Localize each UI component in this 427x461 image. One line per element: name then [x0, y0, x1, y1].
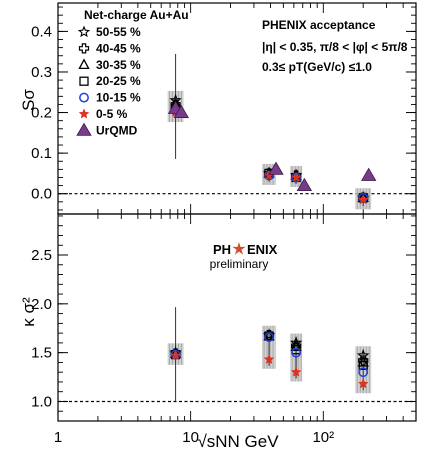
y-tick-label: 2.0 — [31, 296, 52, 313]
y-tick-label: 1.0 — [31, 393, 52, 410]
marker-10-15- — [291, 347, 302, 358]
top-y-axis-label: Sσ — [19, 89, 38, 111]
marker-20-25- — [358, 360, 368, 370]
marker-10-15- — [358, 367, 369, 378]
top-panel: 0.0 0.1 0.2 0.3 0.4 Net-charge Au+Au 50-55 % 40… — [31, 2, 417, 215]
marker-urqmd — [361, 167, 377, 181]
legend-label: 10-15 % — [96, 91, 141, 105]
legend-marker — [76, 122, 92, 136]
y-tick-label: 1.5 — [31, 345, 52, 362]
marker-0-5- — [170, 349, 181, 361]
legend-marker — [78, 43, 90, 54]
legend-label: 50-55 % — [96, 25, 141, 39]
marker-20-25- — [291, 345, 301, 355]
acceptance-title: PHENIX acceptance — [262, 18, 376, 32]
legend-label: UrQMD — [96, 123, 138, 137]
marker-urqmd — [268, 161, 284, 175]
marker-0-5- — [357, 194, 369, 205]
legend-marker — [77, 25, 91, 38]
y-tick-label: 2.5 — [31, 247, 52, 264]
bottom-y-axis-label: κ σ² — [19, 297, 38, 327]
logo-star-icon — [232, 242, 246, 255]
legend-label: 30-35 % — [96, 58, 141, 72]
acceptance-cuts: |η| < 0.35, π/8 < |φ| < 5π/8 — [262, 40, 408, 54]
logo-right: ENIX — [247, 242, 278, 257]
x-tick-label: 1 — [54, 429, 62, 446]
logo-left: PH — [213, 242, 231, 257]
marker-0-5- — [357, 378, 369, 389]
legend-label: 40-45 % — [96, 41, 141, 55]
legend-label: 20-25 % — [96, 74, 141, 88]
marker-40-45- — [358, 355, 369, 366]
y-tick-label: 0.0 — [31, 186, 52, 203]
legend-label: 0-5 % — [96, 107, 128, 121]
bottom-panel: 1.0 1.5 2.0 2.5 1 10 10² √sNN GeV PH ENIXprelimin… — [31, 213, 417, 451]
legend-marker — [78, 108, 90, 119]
y-tick-label: 0.3 — [31, 64, 52, 81]
marker-0-5- — [290, 171, 302, 183]
y-tick-label: 0.4 — [31, 23, 52, 40]
legend-marker — [79, 92, 89, 103]
x-tick-label: 10² — [312, 429, 334, 446]
y-tick-label: 0.1 — [31, 145, 52, 162]
y-tick-label: 0.2 — [31, 105, 52, 122]
legend-marker — [78, 58, 90, 70]
acceptance-pt: 0.3≤ pT(GeV/c) ≤1.0 — [262, 60, 372, 74]
logo-preliminary: preliminary — [210, 257, 269, 271]
marker-10-15- — [264, 332, 274, 342]
marker-0-5- — [290, 366, 302, 377]
legend-marker — [79, 76, 89, 86]
x-axis-label: √sNN GeV — [197, 432, 279, 451]
marker-urqmd — [173, 104, 189, 118]
legend-title: Net-charge Au+Au — [84, 8, 189, 22]
marker-urqmd — [296, 177, 313, 191]
plot-frame — [57, 213, 417, 422]
x-tick-label: 10 — [182, 429, 199, 446]
marker-0-5- — [263, 353, 275, 365]
